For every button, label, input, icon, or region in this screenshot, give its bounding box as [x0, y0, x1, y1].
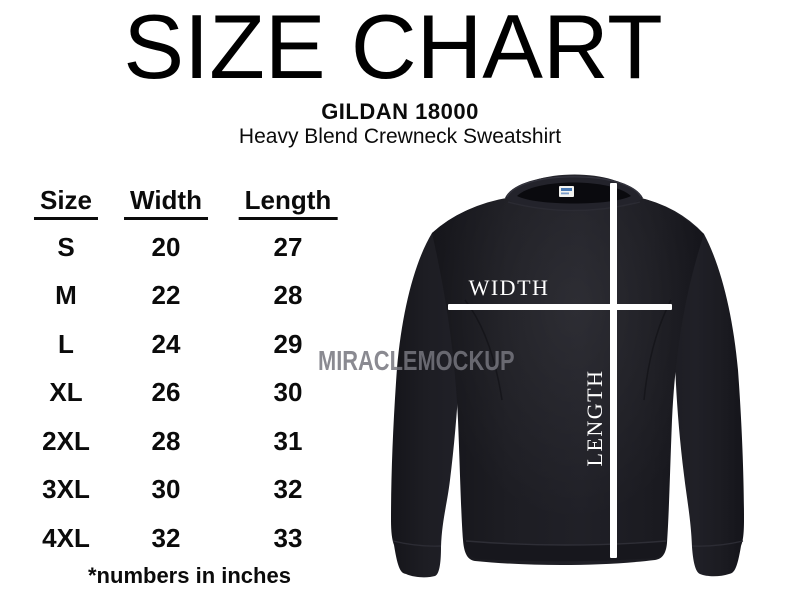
page-title: SIZE CHART [123, 0, 663, 98]
width-value: 28 [151, 426, 181, 456]
width-value: 20 [151, 232, 181, 262]
units-note: *numbers in inches [88, 563, 291, 588]
column-header-length: Length [238, 185, 338, 221]
left-sleeve [391, 198, 512, 578]
length-value: 32 [273, 474, 303, 504]
table-row: M 22 28 [0, 280, 360, 314]
table-row: XL 26 30 [0, 377, 360, 411]
table-row: 4XL 32 33 [0, 523, 360, 557]
product-name: GILDAN 18000 [321, 99, 479, 124]
column-header-size: Size [33, 185, 99, 221]
length-value: 28 [273, 280, 303, 310]
size-value: 2XL [42, 426, 90, 456]
width-label: WIDTH [468, 275, 550, 300]
collar-front-seam [507, 201, 641, 212]
width-value: 30 [151, 474, 181, 504]
fabric-highlight [432, 174, 704, 566]
table-row: L 24 29 [0, 329, 360, 363]
watermark-text: MIRACLEMOCKUP [318, 345, 515, 376]
table-row: S 20 27 [0, 232, 360, 266]
collar-tag [559, 186, 574, 197]
waistband-seam [465, 540, 667, 546]
right-sleeve [637, 197, 744, 577]
table-row: 3XL 30 32 [0, 474, 360, 508]
collar-top-edge [506, 176, 642, 198]
length-value: 33 [273, 523, 303, 553]
width-value: 22 [151, 280, 181, 310]
length-value: 29 [273, 329, 303, 359]
right-cuff-seam [691, 540, 744, 547]
size-value: L [58, 329, 74, 359]
length-value: 31 [273, 426, 303, 456]
length-value: 30 [273, 377, 303, 407]
width-value: 26 [151, 377, 181, 407]
table-row: 2XL 28 31 [0, 426, 360, 460]
width-measure-line [448, 304, 672, 310]
size-value: S [57, 232, 75, 262]
length-label: LENGTH [582, 369, 607, 467]
size-value: XL [49, 377, 83, 407]
sweatshirt-image [391, 174, 744, 578]
size-value: 3XL [42, 474, 90, 504]
length-measure-line [610, 183, 617, 558]
length-value: 27 [273, 232, 303, 262]
column-header-width: Width [124, 185, 208, 221]
width-value: 24 [151, 329, 181, 359]
size-table-header-row: Size Width Length [0, 185, 360, 221]
size-value: 4XL [42, 523, 90, 553]
product-description: Heavy Blend Crewneck Sweatshirt [238, 125, 562, 148]
size-table: Size Width Length S 20 27 M 22 28 L 24 2… [0, 0, 360, 600]
left-cuff-seam [392, 540, 442, 547]
width-value: 32 [151, 523, 181, 553]
size-value: M [55, 280, 77, 310]
